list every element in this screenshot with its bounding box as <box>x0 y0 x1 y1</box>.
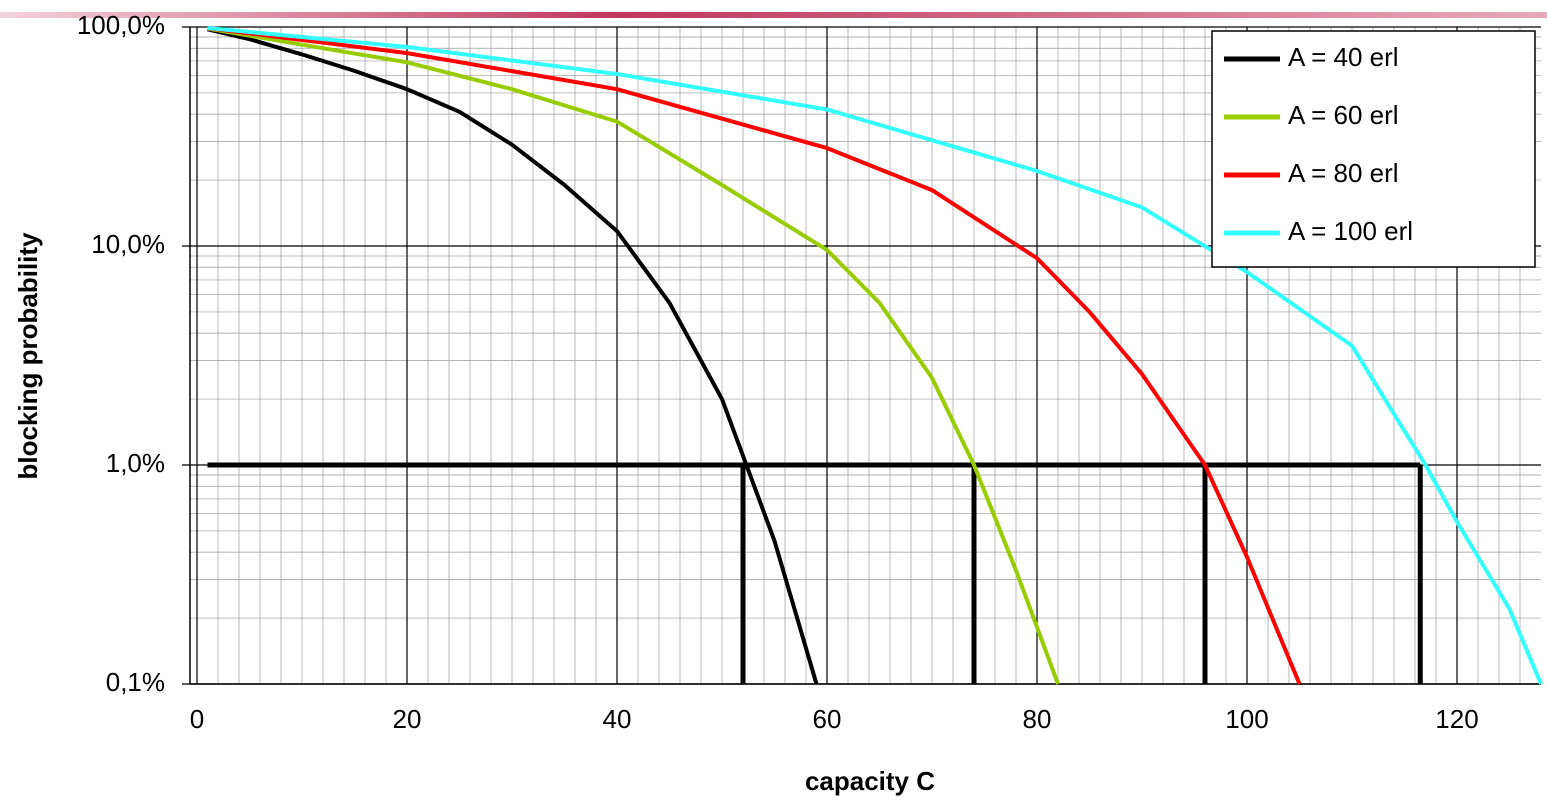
y-tick-label: 10,0% <box>91 229 165 259</box>
x-tick-label: 100 <box>1225 704 1268 734</box>
x-axis-title: capacity C <box>805 766 935 796</box>
legend-label: A = 40 erl <box>1288 42 1399 72</box>
chart: capacity C blocking probability 0 20 40 60 8… <box>0 0 1547 805</box>
decor-band <box>0 12 1547 18</box>
y-tick-label: 1,0% <box>106 448 165 478</box>
y-axis-title: blocking probability <box>13 232 43 480</box>
legend-label: A = 60 erl <box>1288 100 1399 130</box>
y-tick-label: 0,1% <box>106 667 165 697</box>
page: capacity C blocking probability 0 20 40 60 8… <box>0 0 1547 805</box>
x-tick-label: 60 <box>813 704 842 734</box>
legend-label: A = 80 erl <box>1288 158 1399 188</box>
x-tick-label: 0 <box>190 704 204 734</box>
x-tick-label: 120 <box>1435 704 1478 734</box>
x-tick-label: 20 <box>393 704 422 734</box>
series-line <box>208 28 1300 684</box>
y-tick-label: 100,0% <box>77 10 165 40</box>
series-line <box>208 29 1059 685</box>
x-tick-label: 40 <box>603 704 632 734</box>
x-tick-label: 80 <box>1023 704 1052 734</box>
legend-label: A = 100 erl <box>1288 216 1413 246</box>
